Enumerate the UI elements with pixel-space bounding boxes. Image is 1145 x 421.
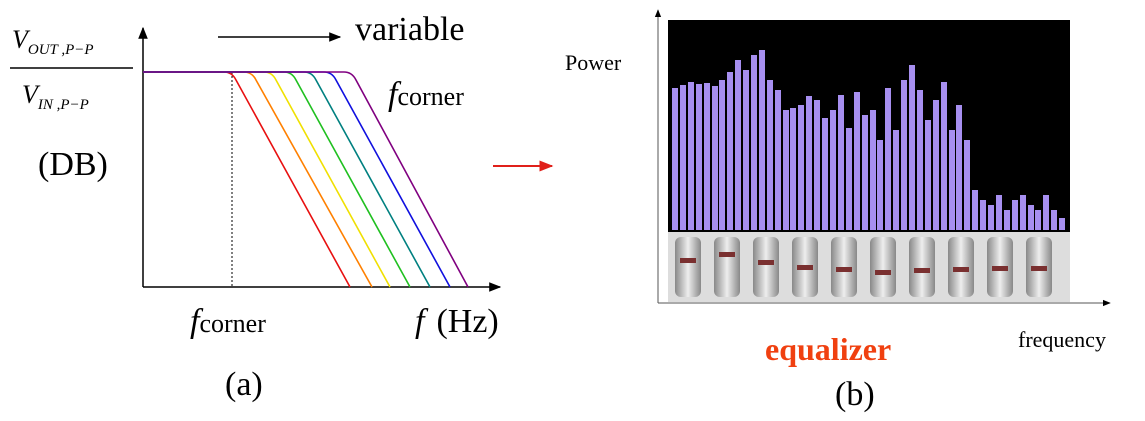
variable-f: fcorner	[388, 76, 464, 113]
knob	[953, 267, 969, 272]
unit: (Hz)	[436, 303, 498, 340]
slider	[675, 237, 701, 297]
symbol: f	[415, 303, 429, 340]
subscript: corner	[199, 309, 266, 338]
spectrum-bars	[672, 50, 1065, 230]
y-unit: (DB)	[38, 146, 108, 183]
symbol: V	[12, 25, 31, 54]
y-label: Power	[565, 50, 622, 75]
slider	[753, 237, 779, 297]
denominator: VIN ,P−P	[22, 80, 89, 113]
subscript: IN ,P−P	[37, 97, 89, 113]
curve	[143, 71, 373, 288]
curve	[143, 71, 351, 288]
slider	[909, 237, 935, 297]
numerator: VOUT ,P−P	[12, 25, 94, 58]
title: equalizer	[765, 331, 891, 367]
x-label: frequency	[1018, 327, 1106, 352]
knob	[836, 267, 852, 272]
slider	[714, 237, 740, 297]
curve	[143, 71, 469, 288]
slider	[870, 237, 896, 297]
symbol: V	[22, 80, 41, 109]
knob	[797, 265, 813, 270]
curve	[143, 71, 431, 288]
x-label: f (Hz)	[415, 303, 499, 340]
knob	[1031, 266, 1047, 271]
caption: (a)	[225, 366, 263, 403]
subscript: corner	[397, 82, 464, 111]
subscript: OUT ,P−P	[28, 42, 94, 58]
knob	[758, 260, 774, 265]
corner-label: fcorner	[190, 303, 266, 340]
curve	[143, 71, 391, 288]
knob	[914, 268, 930, 273]
response-curves	[143, 71, 469, 288]
knob	[875, 270, 891, 275]
variable-label: variable	[355, 11, 465, 48]
sliders	[675, 237, 1052, 297]
caption: (b)	[835, 376, 875, 413]
knob	[680, 258, 696, 263]
knob	[992, 266, 1008, 271]
knob	[719, 252, 735, 257]
